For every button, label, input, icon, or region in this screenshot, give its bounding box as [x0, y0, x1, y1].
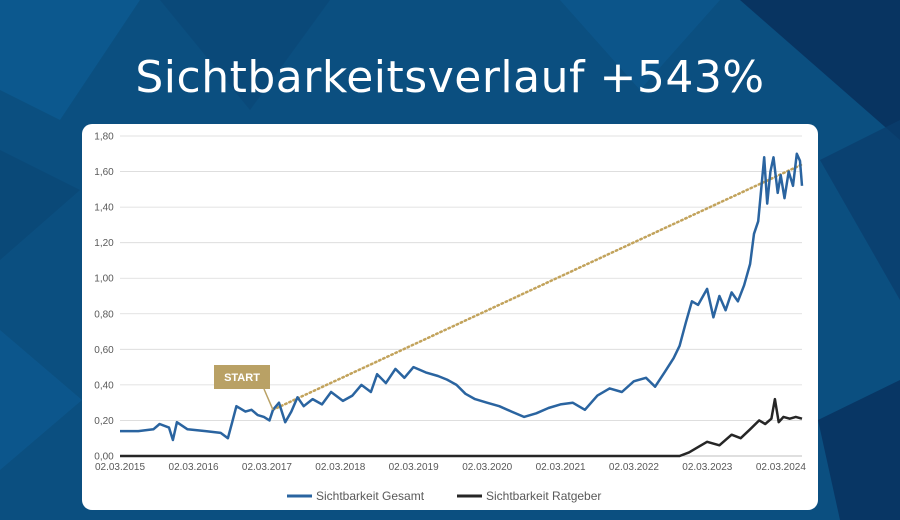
x-tick-label: 02.03.2017 — [242, 462, 292, 473]
x-tick-label: 02.03.2021 — [536, 462, 586, 473]
x-tick-label: 02.03.2016 — [169, 462, 219, 473]
page-title: Sichtbarkeitsverlauf +543% — [135, 52, 765, 103]
y-tick-label: 0,40 — [94, 380, 114, 391]
series-line-sichtbarkeit-gesamt — [120, 152, 804, 442]
x-axis-tick-labels: 02.03.2015 02.03.2016 02.03.2017 02.03.2018… — [95, 462, 806, 473]
y-tick-label: 0,20 — [94, 416, 114, 427]
x-tick-label: 02.03.2023 — [682, 462, 732, 473]
chart-card: 0,00 0,20 0,40 0,60 0,80 1,00 1,20 1,40 1,60 1,80… — [82, 124, 818, 510]
y-tick-label: 0,60 — [94, 345, 114, 356]
legend: Sichtbarkeit Gesamt Sichtbarkeit Ratgebe… — [287, 489, 601, 503]
x-tick-label: 02.03.2020 — [462, 462, 512, 473]
start-label: START — [224, 372, 260, 384]
start-pointer-line — [263, 388, 274, 411]
y-tick-label: 1,40 — [94, 203, 114, 214]
x-tick-label: 02.03.2022 — [609, 462, 659, 473]
legend-label-gesamt: Sichtbarkeit Gesamt — [316, 489, 425, 503]
y-tick-label: 1,60 — [94, 167, 114, 178]
x-tick-label: 02.03.2019 — [389, 462, 439, 473]
x-tick-label: 02.03.2024 — [756, 462, 806, 473]
start-badge — [214, 365, 270, 389]
visibility-chart: 0,00 0,20 0,40 0,60 0,80 1,00 1,20 1,40 1,60 1,80… — [94, 132, 806, 504]
series-line-sichtbarkeit-ratgeber — [120, 397, 803, 458]
x-tick-label: 02.03.2018 — [315, 462, 365, 473]
trend-line — [271, 163, 804, 412]
y-tick-label: 1,00 — [94, 274, 114, 285]
y-tick-label: 1,20 — [94, 238, 114, 249]
y-axis-tick-labels: 0,00 0,20 0,40 0,60 0,80 1,00 1,20 1,40 1,60 1,80 — [94, 132, 114, 463]
y-tick-label: 0,00 — [94, 452, 114, 463]
y-tick-label: 1,80 — [94, 132, 114, 143]
x-tick-label: 02.03.2015 — [95, 462, 145, 473]
y-tick-label: 0,80 — [94, 309, 114, 320]
start-annotation: START — [214, 365, 274, 411]
legend-label-ratgeber: Sichtbarkeit Ratgeber — [486, 489, 601, 503]
